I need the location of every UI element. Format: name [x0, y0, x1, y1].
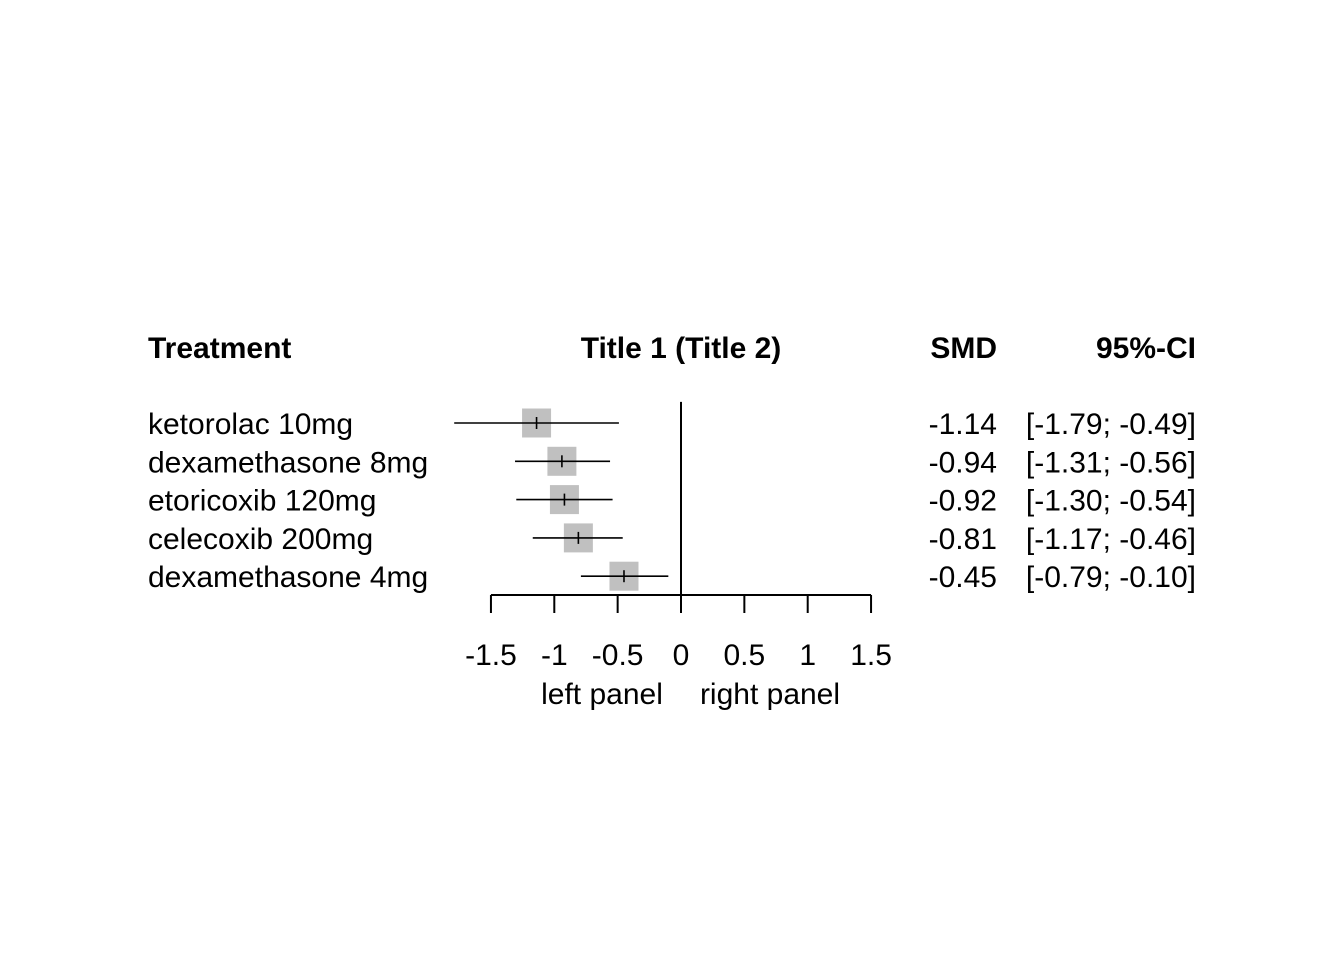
- tick-label: 0.5: [723, 639, 765, 672]
- header-treatment: Treatment: [148, 332, 291, 365]
- label-right-panel: right panel: [700, 678, 840, 711]
- effect-marks: [454, 401, 682, 595]
- ci-value: [-1.17; -0.46]: [1026, 523, 1196, 556]
- ci-value: [-0.79; -0.10]: [1026, 561, 1196, 594]
- ci-value: [-1.30; -0.54]: [1026, 485, 1196, 518]
- tick-label: 1.5: [850, 639, 892, 672]
- smd-value: -0.92: [929, 485, 997, 518]
- treatment-label: ketorolac 10mg: [148, 408, 353, 441]
- treatment-label: etoricoxib 120mg: [148, 485, 376, 518]
- ci-value: [-1.79; -0.49]: [1026, 408, 1196, 441]
- smd-value: -0.45: [929, 561, 997, 594]
- x-axis: -1.5 -1 -0.5 0 0.5 1 1.5: [465, 594, 892, 672]
- tick-label: -1.5: [465, 639, 517, 672]
- treatment-label: dexamethasone 8mg: [148, 446, 428, 479]
- tick-label: 1: [799, 639, 816, 672]
- tick-label: -0.5: [592, 639, 644, 672]
- tick-label: 0: [673, 639, 690, 672]
- plot-title: Title 1 (Title 2): [581, 332, 782, 365]
- treatment-label: dexamethasone 4mg: [148, 561, 428, 594]
- header-smd: SMD: [930, 332, 997, 365]
- smd-value: -1.14: [929, 408, 997, 441]
- study-rows: ketorolac 10mg -1.14 [-1.79; -0.49] dexamet…: [148, 408, 1196, 594]
- header-ci: 95%-CI: [1096, 332, 1196, 365]
- smd-value: -0.94: [929, 446, 997, 479]
- treatment-label: celecoxib 200mg: [148, 523, 373, 556]
- ci-value: [-1.31; -0.56]: [1026, 446, 1196, 479]
- label-left-panel: left panel: [541, 678, 663, 711]
- smd-value: -0.81: [929, 523, 997, 556]
- tick-label: -1: [541, 639, 568, 672]
